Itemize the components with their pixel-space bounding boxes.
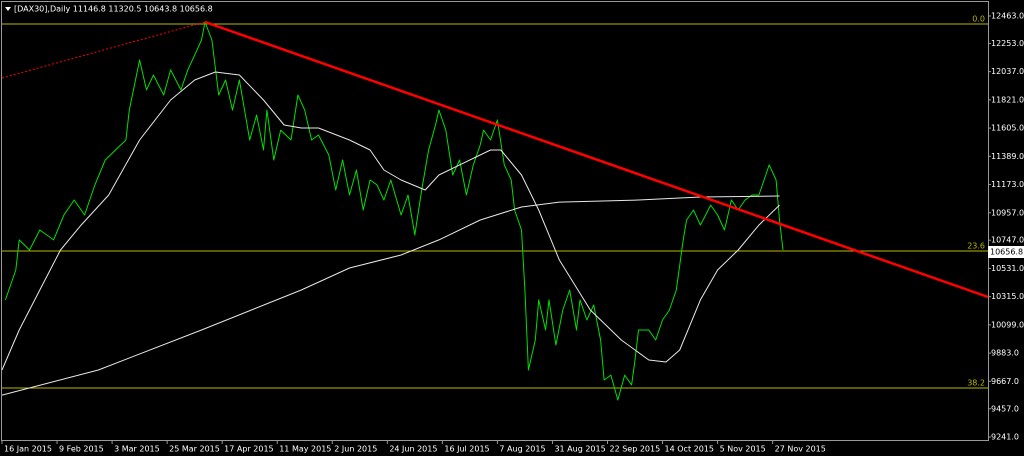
x-tick-label: 9 Feb 2015: [59, 445, 104, 454]
y-tick-label: 10315.0: [991, 292, 1024, 301]
y-tick-label: 9667.0: [991, 377, 1019, 386]
y-tick-label: 10531.0: [991, 264, 1024, 273]
y-tick-label: 12253.0: [991, 39, 1024, 48]
plot-frame: [1, 1, 989, 441]
y-tick-label: 10747.0: [991, 236, 1024, 245]
title-arrow: [5, 7, 11, 11]
price-line: [204, 20, 989, 299]
x-tick-label: 14 Oct 2015: [665, 445, 714, 454]
x-tick-label: 16 Jul 2015: [444, 445, 489, 454]
y-tick-label: 11389.0: [991, 152, 1024, 161]
x-tick-label: 25 Mar 2015: [169, 445, 220, 454]
last-price-label: 10656.8: [990, 247, 1023, 256]
x-tick-label: 3 Mar 2015: [114, 445, 160, 454]
price-line: [1, 195, 780, 396]
fib-level-label: 0.0: [972, 14, 985, 23]
fib-level-label: 38.2: [967, 378, 985, 387]
price-line: [1, 71, 780, 371]
y-tick-label: 11821.0: [991, 95, 1024, 104]
price-line: [1, 21, 206, 79]
x-tick-label: 24 Jun 2015: [389, 445, 437, 454]
y-tick-label: 11605.0: [991, 124, 1024, 133]
price-line: [4, 21, 784, 401]
y-tick-label: 9883.0: [991, 349, 1019, 358]
x-tick-label: 27 Nov 2015: [775, 445, 826, 454]
y-tick-label: 9457.0: [991, 404, 1019, 413]
x-tick-label: 5 Nov 2015: [720, 445, 766, 454]
x-tick-label: 16 Jan 2015: [4, 445, 52, 454]
y-tick-label: 11173.0: [991, 180, 1024, 189]
x-tick-label: 31 Aug 2015: [554, 445, 605, 454]
y-tick-label: 10099.0: [991, 320, 1024, 329]
x-tick-label: 17 Apr 2015: [224, 445, 273, 454]
fib-level-label: 23.6: [967, 242, 985, 251]
last-price-box: [988, 245, 1024, 258]
y-tick-label: 10957.0: [991, 208, 1024, 217]
x-tick-label: 22 Sep 2015: [609, 445, 660, 454]
x-tick-label: 2 Jun 2015: [334, 445, 377, 454]
y-tick-label: 12463.0: [991, 11, 1024, 20]
x-tick-label: 7 Aug 2015: [499, 445, 545, 454]
y-tick-label: 12037.0: [991, 67, 1024, 76]
x-tick-label: 11 May 2015: [279, 445, 331, 454]
y-tick-label: 9241.0: [991, 432, 1019, 441]
chart-title: [DAX30],Daily 11146.8 11320.5 10643.8 10…: [14, 5, 213, 14]
